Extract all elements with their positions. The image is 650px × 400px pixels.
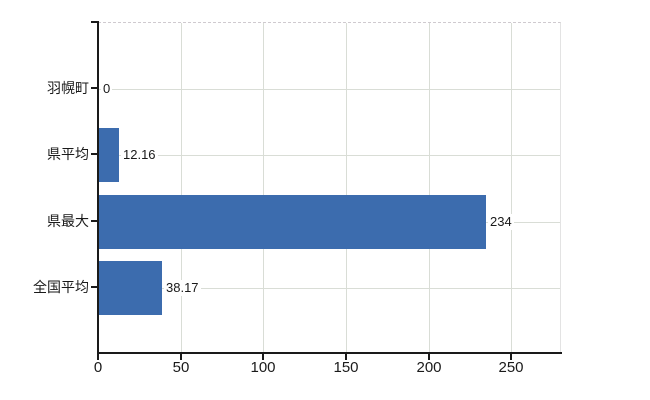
y-tick <box>91 153 97 155</box>
h-gridline <box>98 288 560 289</box>
x-tick <box>345 354 347 360</box>
h-gridline <box>98 89 560 90</box>
category-label: 全国平均 <box>33 279 89 295</box>
v-gridline <box>263 23 265 353</box>
plot-area: 0 12.16 234 38.17 <box>98 22 561 353</box>
x-tick <box>180 354 182 360</box>
value-label: 234 <box>488 214 514 230</box>
y-axis-line <box>97 21 99 354</box>
v-gridline <box>346 23 348 353</box>
x-tick-label: 0 <box>93 359 103 376</box>
v-gridline <box>511 23 513 353</box>
category-label: 県平均 <box>47 146 89 162</box>
x-axis-line <box>97 352 562 354</box>
x-tick-label: 250 <box>498 359 524 376</box>
bar <box>99 128 119 182</box>
category-label: 県最大 <box>47 213 89 229</box>
x-tick-label: 150 <box>333 359 359 376</box>
value-label: 12.16 <box>121 147 158 163</box>
y-tick <box>91 286 97 288</box>
y-tick <box>91 220 97 222</box>
x-tick <box>97 354 99 360</box>
category-label: 羽幌町 <box>47 80 89 96</box>
h-gridline <box>98 155 560 156</box>
x-tick-label: 50 <box>172 359 190 376</box>
y-tick <box>91 87 97 89</box>
x-tick <box>510 354 512 360</box>
v-gridline <box>180 23 182 353</box>
value-label: 38.17 <box>164 280 201 296</box>
x-tick <box>428 354 430 360</box>
y-axis-top-tick <box>91 21 97 23</box>
value-label: 0 <box>101 81 113 97</box>
v-gridline <box>428 23 430 353</box>
x-tick-label: 200 <box>416 359 442 376</box>
bar <box>99 261 162 315</box>
x-tick <box>262 354 264 360</box>
bar <box>99 195 486 249</box>
x-tick-label: 100 <box>250 359 276 376</box>
